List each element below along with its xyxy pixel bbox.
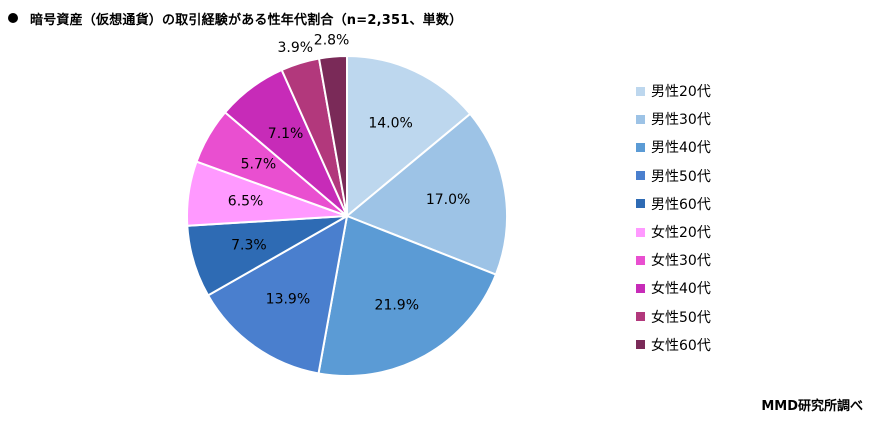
pie-slice-9 [317, 54, 348, 217]
legend-item-0: 男性20代 [636, 77, 711, 105]
legend-label: 男性60代 [651, 196, 711, 213]
legend-label: 女性60代 [651, 337, 711, 354]
data-label-7: 7.1% [268, 126, 304, 142]
legend-item-1: 男性30代 [636, 105, 711, 133]
legend-swatch [636, 312, 645, 322]
legend-swatch [636, 283, 645, 293]
legend-item-5: 女性20代 [636, 218, 711, 246]
pie-slice-3 [206, 214, 349, 375]
data-label-2: 21.9% [375, 297, 419, 313]
legend-item-2: 男性40代 [636, 133, 711, 161]
source-credit: MMD研究所調べ [761, 399, 863, 414]
chart-title-row: 暗号資産（仮想通貨）の取引経験がある性年代割合（n=2,351、単数） [8, 8, 462, 28]
legend-label: 女性50代 [651, 309, 711, 326]
legend-swatch [636, 86, 645, 96]
legend-label: 女性30代 [651, 253, 711, 270]
data-label-5: 6.5% [228, 193, 264, 209]
legend-swatch [636, 199, 645, 209]
legend-item-7: 女性40代 [636, 274, 711, 302]
legend-item-6: 女性30代 [636, 246, 711, 274]
data-label-1: 17.0% [426, 192, 470, 208]
legend-swatch [636, 255, 645, 265]
legend-item-8: 女性50代 [636, 303, 711, 331]
legend-label: 男性50代 [651, 168, 711, 185]
data-label-8: 3.9% [278, 40, 314, 56]
legend-swatch [636, 142, 645, 152]
bullet-icon [8, 13, 18, 23]
pie-slice-0 [346, 54, 472, 219]
data-label-4: 7.3% [231, 237, 267, 253]
data-label-6: 5.7% [241, 157, 277, 173]
data-label-0: 14.0% [368, 115, 412, 131]
legend-item-9: 女性60代 [636, 331, 711, 359]
legend-swatch [636, 171, 645, 181]
legend-label: 男性30代 [651, 112, 711, 129]
chart-legend: 男性20代男性30代男性40代男性50代男性60代女性20代女性30代女性40代… [636, 77, 711, 359]
legend-label: 女性40代 [651, 281, 711, 298]
legend-label: 男性40代 [651, 140, 711, 157]
pie-slice-2 [317, 214, 498, 377]
data-label-3: 13.9% [266, 292, 310, 308]
legend-item-4: 男性60代 [636, 190, 711, 218]
legend-swatch [636, 340, 645, 350]
data-label-9: 2.8% [314, 33, 350, 49]
chart-title: 暗号資産（仮想通貨）の取引経験がある性年代割合（n=2,351、単数） [30, 12, 463, 28]
legend-label: 男性20代 [651, 84, 711, 101]
pie-slice-1 [345, 112, 509, 276]
legend-label: 女性20代 [651, 225, 711, 242]
legend-swatch [636, 227, 645, 237]
legend-item-3: 男性50代 [636, 162, 711, 190]
legend-swatch [636, 114, 645, 124]
